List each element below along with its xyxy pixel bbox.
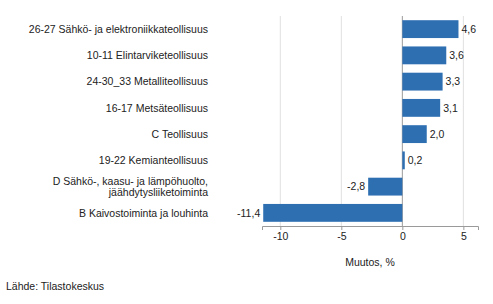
bar — [402, 73, 442, 91]
data-labels: 4,6 3,6 3,3 3,1 2,0 0,2 -2,8 -11,4 — [237, 23, 476, 219]
x-axis: -10 -5 0 5 — [263, 226, 479, 242]
tick-label: 0 — [400, 230, 406, 242]
tick: 0 — [400, 226, 406, 242]
data-label: -11,4 — [237, 207, 260, 219]
category-label: D Sähkö-, kaasu- ja lämpöhuolto,jäähdyty… — [53, 175, 208, 198]
tick: -10 — [273, 226, 288, 242]
tick-mark — [402, 226, 403, 230]
data-label: -2,8 — [347, 180, 365, 192]
bar — [402, 99, 440, 117]
category-label: 16-17 Metsäteollisuus — [106, 102, 208, 114]
data-label: 3,1 — [443, 102, 458, 114]
grid-line — [463, 16, 464, 226]
bar — [402, 46, 446, 64]
category-label: C Teollisuus — [152, 128, 208, 140]
axis-title: Muutos, % — [345, 256, 395, 268]
bar — [368, 178, 402, 196]
tick-mark — [341, 226, 342, 230]
bar — [402, 20, 458, 38]
category-label: 26-27 Sähkö- ja elektroniikkateollisuus — [29, 23, 208, 35]
grid — [280, 16, 463, 226]
tick: 5 — [461, 226, 467, 242]
source: Lähde: Tilastokeskus — [6, 280, 104, 292]
tick-label: 5 — [461, 230, 467, 242]
chart: 4,6 3,6 3,3 3,1 2,0 0,2 -2,8 -11,4 26-27 Sähkö- … — [0, 0, 493, 304]
bars — [263, 20, 458, 222]
category-label: B Kaivostoiminta ja louhinta — [79, 207, 208, 219]
grid-line — [341, 16, 342, 226]
bar — [402, 151, 404, 169]
category-label: 10-11 Elintarviketeollisuus — [87, 49, 208, 61]
data-label: 0,2 — [408, 154, 423, 166]
axis-line — [263, 227, 479, 231]
data-label: 4,6 — [461, 23, 476, 35]
category-labels: 26-27 Sähkö- ja elektroniikkateollisuus 1… — [29, 23, 208, 219]
data-label: 3,3 — [446, 75, 461, 87]
tick-label: -10 — [273, 230, 288, 242]
tick-mark — [280, 226, 281, 230]
category-label: 24-30_33 Metalliteollisuus — [87, 75, 208, 87]
category-label: 19-22 Kemianteollisuus — [99, 154, 208, 166]
tick-mark — [463, 226, 464, 230]
data-label: 3,6 — [449, 49, 464, 61]
bar — [402, 125, 426, 143]
grid-line — [280, 16, 281, 226]
data-label: 2,0 — [430, 128, 445, 140]
bar — [263, 204, 402, 222]
tick: -5 — [337, 226, 346, 242]
tick-label: -5 — [337, 230, 346, 242]
